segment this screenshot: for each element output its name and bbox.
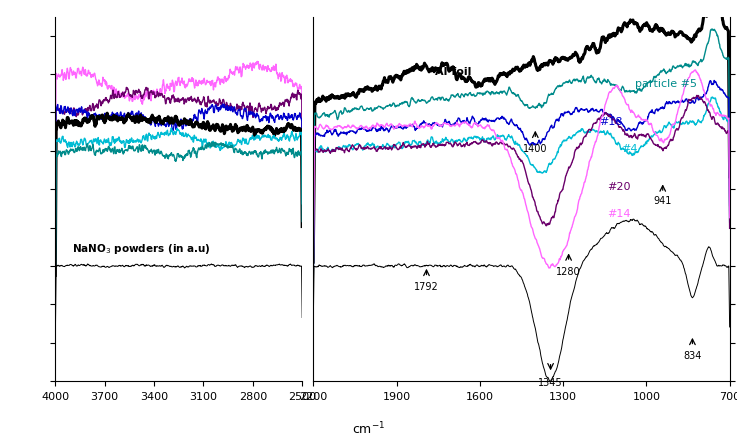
Text: 834: 834	[683, 350, 702, 360]
Text: particle #5: particle #5	[635, 78, 697, 88]
Text: 1792: 1792	[414, 282, 439, 292]
Text: #4: #4	[621, 144, 638, 153]
Text: 1280: 1280	[556, 266, 581, 276]
Text: NaNO$_3$ powders (in a.u): NaNO$_3$ powders (in a.u)	[71, 241, 211, 255]
Text: Al foil: Al foil	[436, 67, 472, 77]
Text: cm$^{-1}$: cm$^{-1}$	[352, 420, 385, 437]
Text: #20: #20	[607, 182, 631, 192]
Text: #14: #14	[607, 208, 631, 219]
Text: 941: 941	[654, 195, 672, 205]
Text: 1345: 1345	[538, 377, 563, 387]
Text: #18: #18	[599, 117, 623, 127]
Text: 1400: 1400	[523, 144, 548, 154]
